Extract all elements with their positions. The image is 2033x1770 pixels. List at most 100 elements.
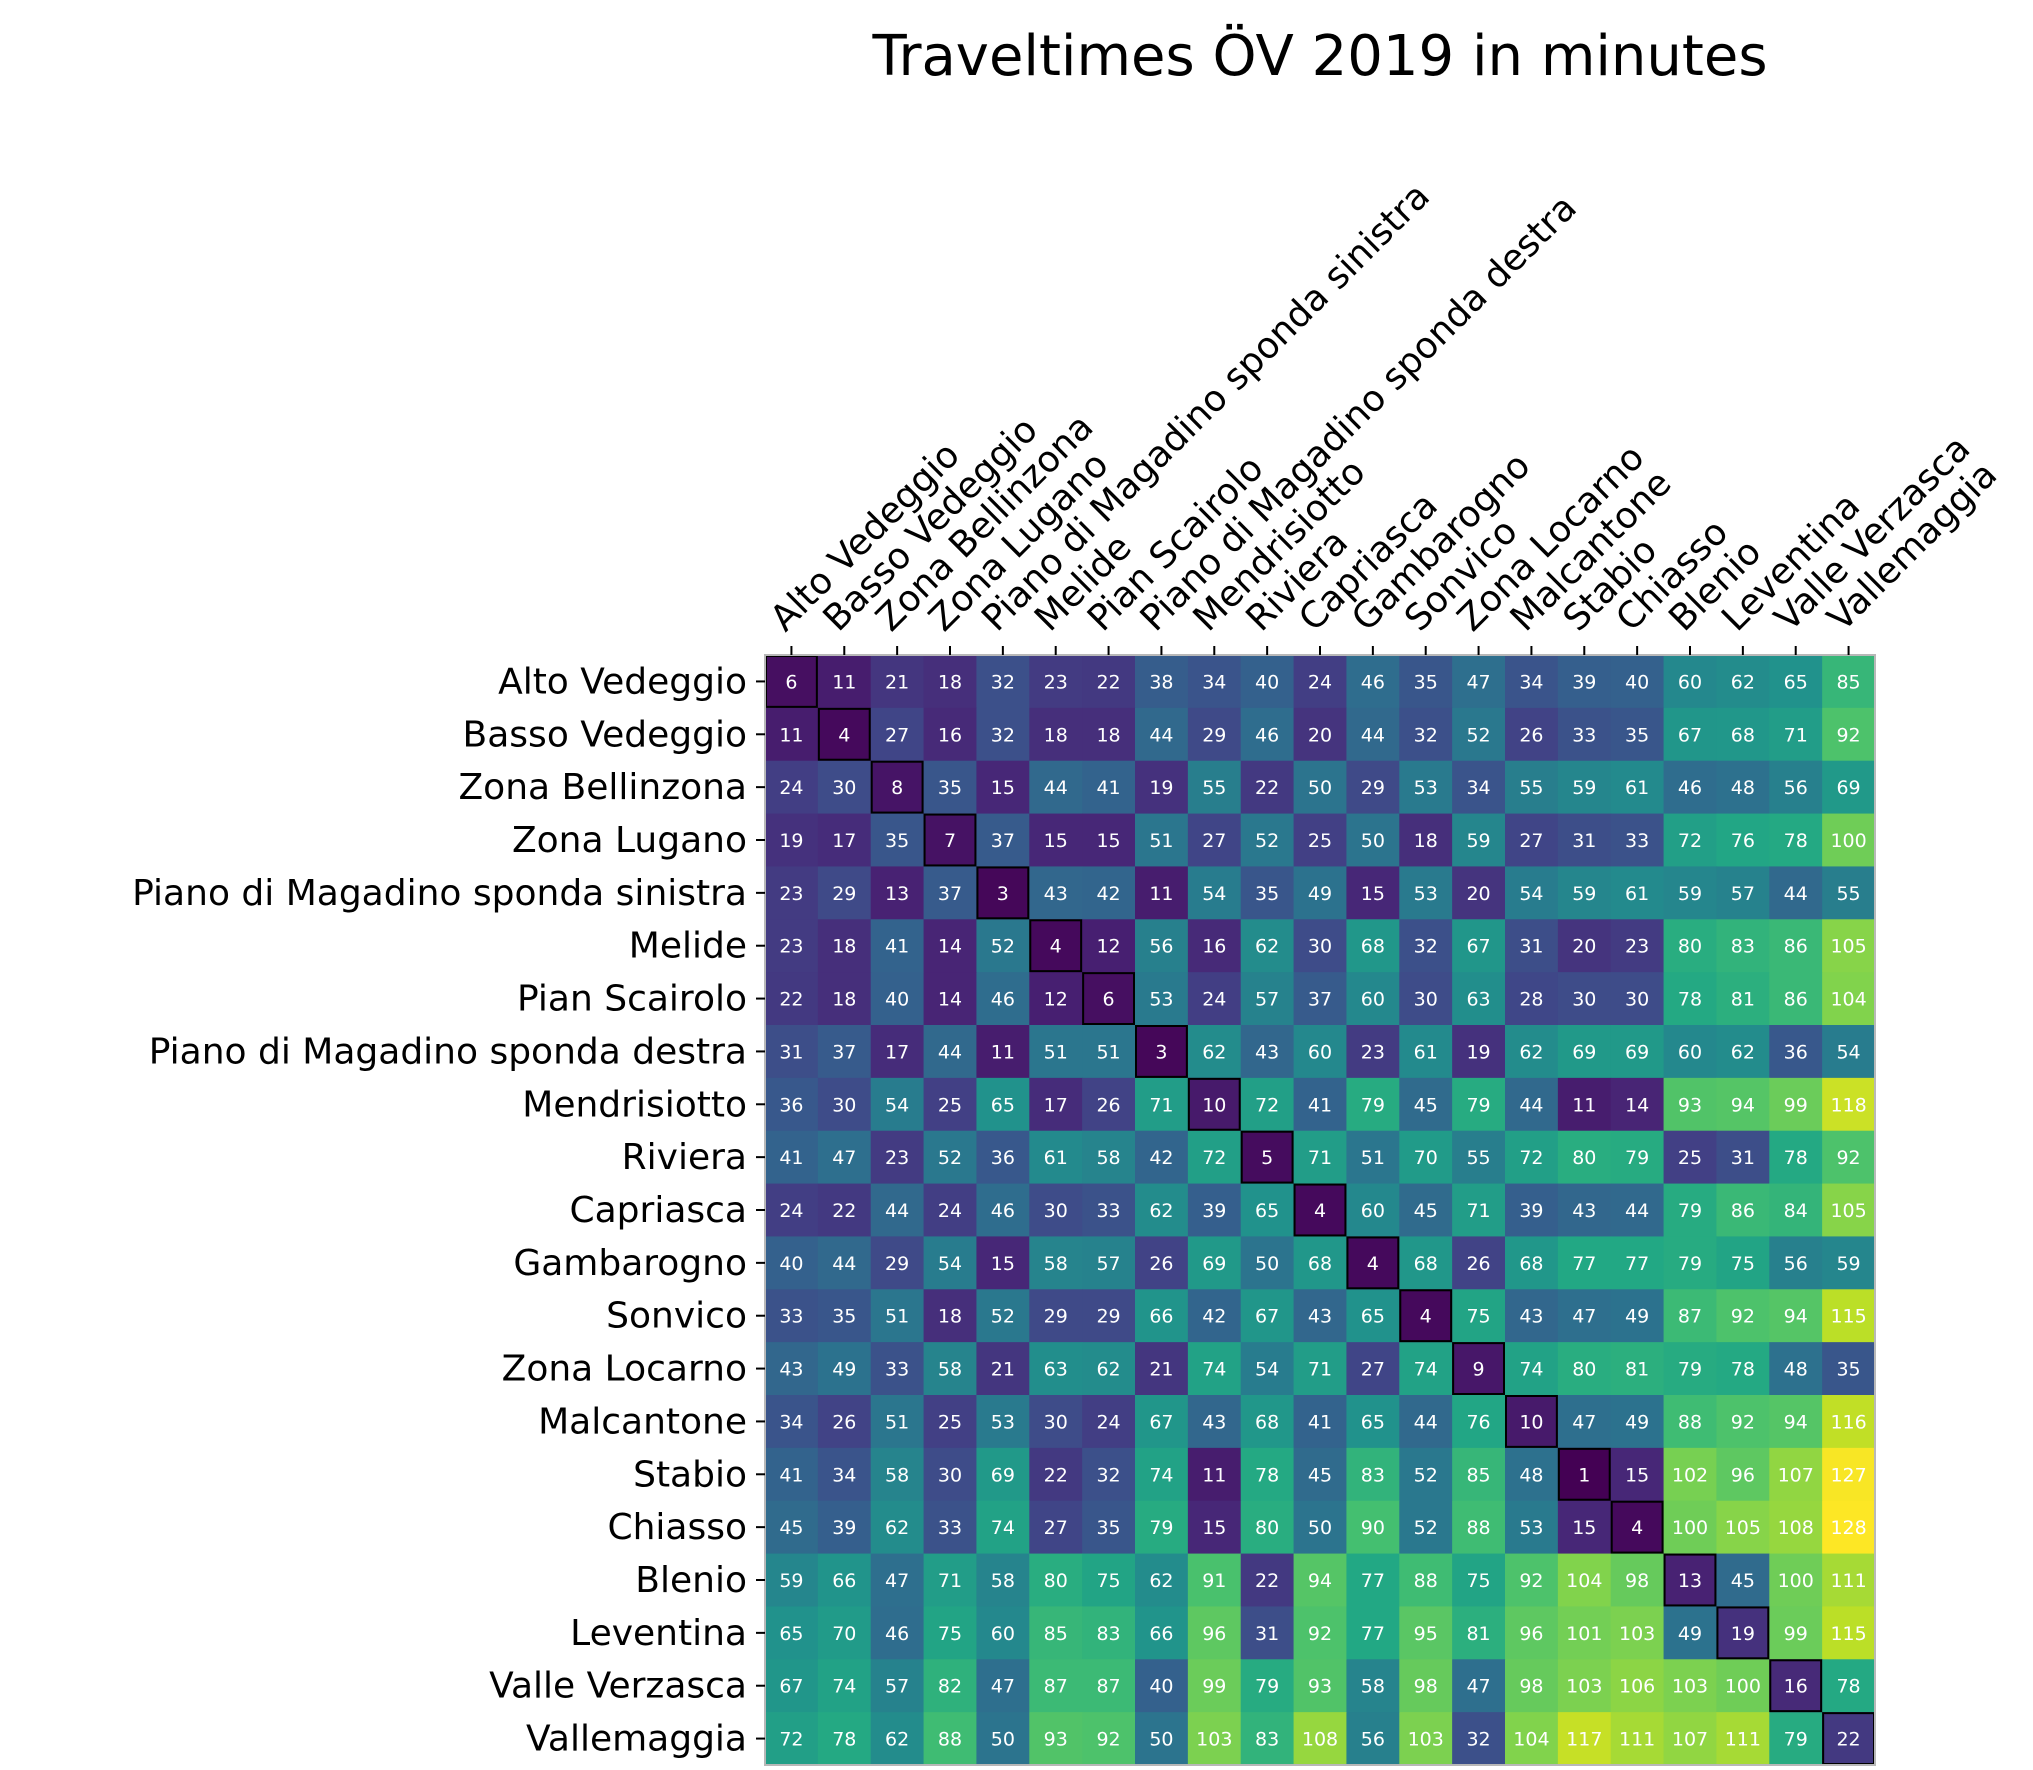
- cell-value-label: 27: [1044, 1517, 1068, 1539]
- y-tick-label: Leventina: [570, 1613, 747, 1654]
- heatmap-cell: [870, 1659, 925, 1713]
- heatmap-cell: [817, 1447, 872, 1502]
- cell-value-label: 27: [885, 724, 909, 746]
- cell-value-label: 50: [1149, 1729, 1173, 1751]
- cell-value-label: 35: [1836, 1359, 1860, 1381]
- cell-value-label: 18: [832, 989, 856, 1011]
- cell-value-label: 48: [1519, 1464, 1543, 1486]
- cell-value-label: 87: [1044, 1676, 1068, 1698]
- cell-value-label: 100: [1778, 1570, 1814, 1592]
- diagonal-outline: [1029, 919, 1083, 973]
- cell-value-label: 76: [1731, 830, 1755, 852]
- cell-value-label: 34: [832, 1464, 856, 1486]
- heatmap-cell: [765, 866, 819, 920]
- heatmap-cell: [1187, 866, 1242, 920]
- heatmap-cell: [1822, 972, 1876, 1026]
- cell-value-label: 103: [1408, 1729, 1444, 1751]
- y-tick-label: Piano di Magadino sponda destra: [149, 1031, 747, 1072]
- cell-value-label: 78: [1255, 1464, 1279, 1486]
- cell-value-label: 18: [1044, 724, 1068, 746]
- heatmap-cell: [1240, 1712, 1295, 1766]
- cell-value-label: 62: [885, 1517, 909, 1539]
- cell-value-label: 72: [779, 1729, 803, 1751]
- heatmap-cell: [1399, 972, 1453, 1026]
- cell-value-label: 61: [1414, 1041, 1438, 1063]
- heatmap-cell: [923, 1130, 978, 1185]
- heatmap-cell: [1716, 1712, 1770, 1766]
- cell-value-label: 11: [1572, 1094, 1596, 1116]
- cell-value-label: 44: [1414, 1411, 1438, 1433]
- heatmap-cell: [1293, 813, 1348, 868]
- heatmap-cell: [1769, 1606, 1823, 1660]
- heatmap-cell: [1240, 1130, 1295, 1185]
- cell-value-label: 71: [1784, 724, 1808, 746]
- heatmap-cell: [1240, 1606, 1295, 1660]
- heatmap-cell: [1293, 1130, 1348, 1185]
- heatmap-cell: [870, 1712, 925, 1766]
- y-tick-labels: Alto Vedeggio Basso Vedeggio Zona Bellinzo…: [132, 661, 765, 1760]
- heatmap-cell: [976, 760, 1030, 815]
- heatmap-cell: [1029, 1395, 1083, 1449]
- cell-value-label: 67: [1255, 1306, 1279, 1328]
- heatmap-cell: [1399, 1659, 1453, 1713]
- heatmap-cell: [765, 1236, 819, 1290]
- cell-value-label: 43: [1308, 1306, 1332, 1328]
- cell-value-label: 21: [1149, 1359, 1173, 1381]
- cell-value-label: 53: [1414, 777, 1438, 799]
- heatmap-cell: [765, 1130, 819, 1185]
- heatmap-cell: [1029, 655, 1083, 709]
- cell-value-label: 53: [991, 1411, 1015, 1433]
- heatmap-cell: [1557, 1130, 1612, 1185]
- heatmap-cell: [765, 1395, 819, 1449]
- heatmap-cell: [1610, 707, 1665, 762]
- cell-value-label: 115: [1830, 1623, 1866, 1645]
- cell-value-label: 17: [885, 1041, 909, 1063]
- heatmap-cell: [1293, 1659, 1348, 1713]
- cell-value-label: 75: [1466, 1306, 1490, 1328]
- cell-value-label: 27: [1519, 830, 1543, 852]
- cell-value-label: 92: [1836, 724, 1860, 746]
- heatmap-cell: [1769, 1289, 1823, 1343]
- cell-value-label: 75: [1096, 1570, 1120, 1592]
- cell-value-label: 67: [779, 1676, 803, 1698]
- cell-value-label: 14: [1625, 1094, 1649, 1116]
- cell-value-label: 56: [1361, 1729, 1385, 1751]
- cell-value-label: 56: [1149, 936, 1173, 958]
- cell-value-label: 23: [1625, 936, 1649, 958]
- heatmap-cell: [765, 1077, 819, 1132]
- cell-value-label: 77: [1361, 1623, 1385, 1645]
- heatmap-cell: [1716, 1659, 1770, 1713]
- cell-value-label: 79: [1625, 1147, 1649, 1169]
- cell-value-label: 35: [1625, 724, 1649, 746]
- cell-value-label: 106: [1619, 1676, 1655, 1698]
- cell-value-label: 86: [1784, 936, 1808, 958]
- cell-value-label: 24: [1202, 989, 1226, 1011]
- cell-value-label: 82: [938, 1676, 962, 1698]
- cell-value-label: 22: [1255, 1570, 1279, 1592]
- heatmap-cell: [817, 655, 872, 709]
- cell-value-label: 75: [938, 1623, 962, 1645]
- cell-value-label: 111: [1830, 1570, 1866, 1592]
- heatmap-cell: [1769, 1659, 1823, 1713]
- cell-value-label: 81: [1466, 1623, 1490, 1645]
- cell-value-label: 43: [779, 1359, 803, 1381]
- heatmap-cell: [1082, 1077, 1136, 1132]
- heatmap-cell: [1135, 1500, 1189, 1555]
- heatmap-cell: [817, 1025, 872, 1079]
- heatmap-cell: [1082, 1553, 1136, 1608]
- cell-value-label: 77: [1572, 1253, 1596, 1275]
- cell-value-label: 40: [885, 989, 909, 1011]
- heatmap-cell: [1557, 972, 1612, 1026]
- heatmap-cell: [1029, 707, 1083, 762]
- heatmap-cell: [1240, 655, 1295, 709]
- cell-value-label: 69: [1625, 1041, 1649, 1063]
- cell-value-label: 79: [1149, 1517, 1173, 1539]
- heatmap-cell: [1505, 919, 1559, 973]
- cell-value-label: 47: [885, 1570, 909, 1592]
- heatmap-cell: [976, 866, 1030, 920]
- heatmap-cell: [765, 1553, 819, 1608]
- heatmap-cell: [1716, 1553, 1770, 1608]
- heatmap-cell: [923, 707, 978, 762]
- cell-value-label: 92: [1836, 1147, 1860, 1169]
